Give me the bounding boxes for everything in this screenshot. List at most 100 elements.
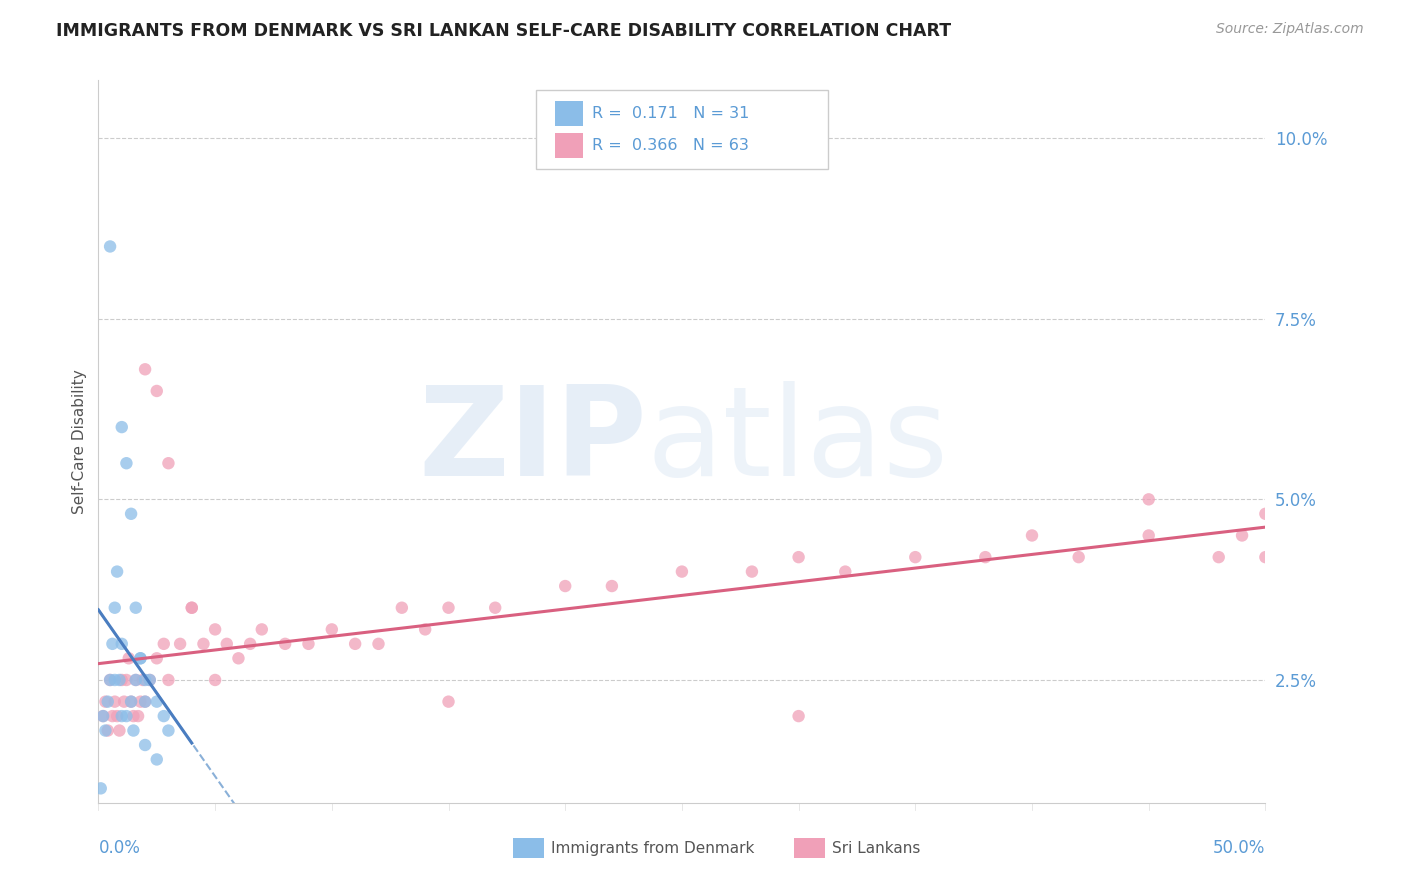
Point: [129, 651, 152, 665]
Point: [228, 651, 250, 665]
Point: [367, 637, 389, 651]
Point: [108, 673, 131, 687]
Point: [91, 709, 114, 723]
Point: [741, 565, 763, 579]
Point: [134, 695, 156, 709]
Point: [122, 709, 145, 723]
Point: [139, 673, 162, 687]
Point: [129, 695, 152, 709]
Point: [108, 723, 131, 738]
Point: [127, 709, 149, 723]
Point: [413, 623, 436, 637]
Point: [118, 651, 141, 665]
Point: [180, 600, 202, 615]
Point: [1137, 492, 1160, 507]
Point: [115, 673, 138, 687]
Point: [91, 709, 114, 723]
Point: [97, 695, 120, 709]
Point: [152, 637, 174, 651]
Point: [98, 239, 121, 253]
Point: [157, 673, 180, 687]
Point: [146, 752, 169, 766]
Point: [787, 709, 810, 723]
Point: [157, 723, 180, 738]
Point: [215, 637, 238, 651]
Point: [834, 565, 856, 579]
Point: [94, 695, 117, 709]
Point: [1021, 528, 1043, 542]
Point: [111, 709, 134, 723]
Text: IMMIGRANTS FROM DENMARK VS SRI LANKAN SELF-CARE DISABILITY CORRELATION CHART: IMMIGRANTS FROM DENMARK VS SRI LANKAN SE…: [56, 22, 952, 40]
Point: [122, 723, 145, 738]
Point: [1254, 550, 1277, 565]
Point: [125, 673, 148, 687]
Point: [1208, 550, 1230, 565]
Point: [94, 723, 117, 738]
Text: ZIP: ZIP: [418, 381, 647, 502]
Point: [1137, 528, 1160, 542]
Point: [98, 673, 121, 687]
Point: [97, 723, 120, 738]
Point: [105, 565, 128, 579]
Point: [554, 579, 576, 593]
Point: [125, 673, 148, 687]
Point: [146, 651, 169, 665]
Point: [437, 695, 460, 709]
Point: [193, 637, 215, 651]
Point: [112, 695, 135, 709]
Point: [180, 600, 202, 615]
Point: [139, 673, 162, 687]
Point: [134, 362, 156, 376]
Point: [321, 623, 343, 637]
Point: [125, 600, 148, 615]
Text: atlas: atlas: [647, 381, 949, 502]
Text: 0.0%: 0.0%: [98, 838, 141, 857]
Point: [250, 623, 273, 637]
Point: [120, 695, 142, 709]
Point: [904, 550, 927, 565]
Point: [391, 600, 413, 615]
Point: [169, 637, 191, 651]
Point: [600, 579, 623, 593]
Point: [105, 709, 128, 723]
Point: [129, 651, 152, 665]
Text: R =  0.366   N = 63: R = 0.366 N = 63: [592, 138, 749, 153]
Point: [1230, 528, 1253, 542]
Point: [239, 637, 262, 651]
Point: [204, 673, 226, 687]
Point: [132, 673, 155, 687]
Point: [1254, 507, 1277, 521]
Point: [134, 695, 156, 709]
Point: [152, 709, 174, 723]
Point: [146, 695, 169, 709]
Point: [146, 384, 169, 398]
Text: Immigrants from Denmark: Immigrants from Denmark: [551, 841, 755, 855]
Point: [344, 637, 367, 651]
Point: [671, 565, 693, 579]
Text: 50.0%: 50.0%: [1213, 838, 1265, 857]
Point: [120, 507, 142, 521]
Point: [90, 781, 112, 796]
Point: [297, 637, 319, 651]
Y-axis label: Self-Care Disability: Self-Care Disability: [72, 369, 87, 514]
Point: [115, 456, 138, 470]
Text: Sri Lankans: Sri Lankans: [832, 841, 921, 855]
Point: [974, 550, 997, 565]
Point: [274, 637, 297, 651]
Point: [104, 695, 127, 709]
Point: [104, 600, 127, 615]
Point: [98, 673, 121, 687]
Point: [111, 637, 134, 651]
Point: [484, 600, 506, 615]
Point: [115, 709, 138, 723]
Point: [104, 673, 127, 687]
Point: [204, 623, 226, 637]
Point: [787, 550, 810, 565]
Point: [111, 673, 134, 687]
Point: [134, 738, 156, 752]
Point: [1067, 550, 1090, 565]
Point: [101, 637, 124, 651]
Point: [437, 600, 460, 615]
Point: [111, 420, 134, 434]
Point: [101, 709, 124, 723]
